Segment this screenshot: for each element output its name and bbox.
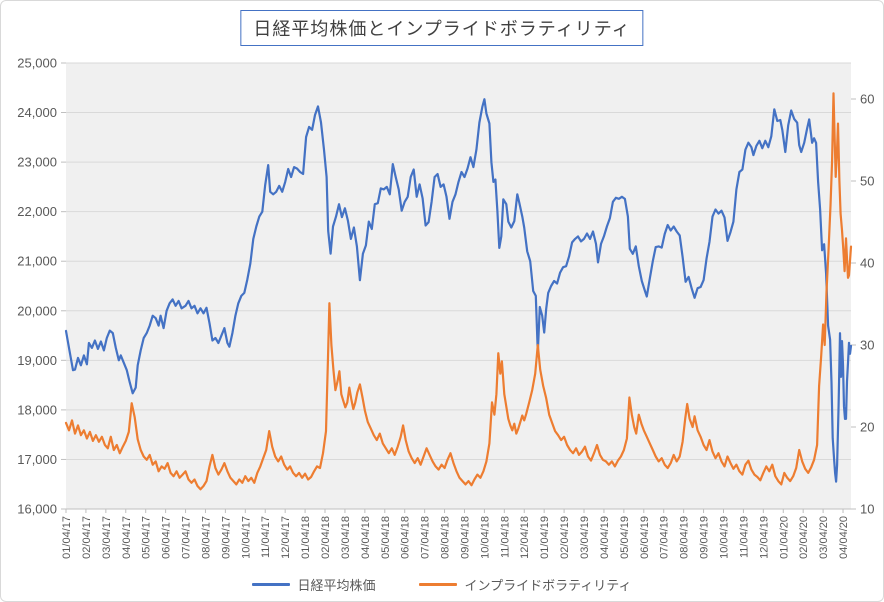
svg-text:04/04/17: 04/04/17 — [121, 516, 133, 559]
svg-text:18,000: 18,000 — [17, 402, 57, 417]
series-line-implied-volatility — [64, 92, 853, 491]
svg-text:04/04/19: 04/04/19 — [599, 516, 611, 559]
svg-text:05/04/19: 05/04/19 — [619, 516, 631, 559]
svg-text:02/04/19: 02/04/19 — [559, 516, 571, 559]
svg-text:04/04/20: 04/04/20 — [838, 516, 850, 559]
svg-text:11/04/17: 11/04/17 — [260, 516, 272, 558]
svg-text:07/04/17: 07/04/17 — [181, 516, 193, 559]
legend: 日経平均株価 インプライドボラティリティ — [1, 575, 883, 594]
svg-text:04/04/18: 04/04/18 — [360, 516, 372, 559]
svg-text:02/04/18: 02/04/18 — [320, 516, 332, 559]
svg-text:30: 30 — [860, 338, 874, 353]
legend-item-nikkei: 日経平均株価 — [252, 575, 375, 594]
svg-text:22,000: 22,000 — [17, 204, 57, 219]
svg-text:06/04/19: 06/04/19 — [639, 516, 651, 559]
series-line-nikkei — [64, 98, 853, 483]
svg-text:06/04/17: 06/04/17 — [161, 516, 173, 559]
svg-text:10/04/19: 10/04/19 — [718, 516, 730, 559]
svg-text:50: 50 — [860, 174, 874, 189]
svg-text:08/04/17: 08/04/17 — [200, 516, 212, 559]
svg-text:60: 60 — [860, 92, 874, 107]
legend-line-sample-orange — [419, 583, 458, 586]
svg-text:08/04/18: 08/04/18 — [440, 516, 452, 559]
svg-text:11/04/18: 11/04/18 — [499, 516, 511, 558]
svg-text:09/04/18: 09/04/18 — [459, 516, 471, 559]
svg-text:01/04/19: 01/04/19 — [539, 516, 551, 559]
svg-text:20: 20 — [860, 420, 874, 435]
svg-text:10/04/17: 10/04/17 — [240, 516, 252, 559]
svg-text:12/04/17: 12/04/17 — [280, 516, 292, 559]
svg-text:25,000: 25,000 — [17, 56, 57, 71]
svg-text:03/04/20: 03/04/20 — [818, 516, 830, 559]
x-axis-labels: 01/04/17 02/04/17 03/04/17 04/04/17 05/04/17… — [61, 516, 850, 559]
svg-text:10: 10 — [860, 502, 874, 517]
svg-text:01/04/17: 01/04/17 — [61, 516, 73, 559]
svg-text:03/04/17: 03/04/17 — [101, 516, 113, 559]
y-axis-right-labels: 60 50 40 30 20 10 — [860, 92, 874, 517]
plot-background — [66, 63, 851, 509]
svg-text:10/04/18: 10/04/18 — [479, 516, 491, 559]
svg-text:05/04/18: 05/04/18 — [380, 516, 392, 559]
legend-label-nikkei: 日経平均株価 — [297, 578, 376, 593]
svg-text:06/04/18: 06/04/18 — [400, 516, 412, 559]
svg-text:40: 40 — [860, 256, 874, 271]
svg-text:16,000: 16,000 — [17, 502, 57, 517]
axis-lines-ticks — [61, 62, 856, 513]
svg-text:07/04/19: 07/04/19 — [659, 516, 671, 559]
svg-text:11/04/19: 11/04/19 — [738, 516, 750, 558]
svg-text:09/04/19: 09/04/19 — [699, 516, 711, 559]
svg-text:05/04/17: 05/04/17 — [141, 516, 153, 559]
svg-text:17,000: 17,000 — [17, 452, 57, 467]
svg-text:12/04/18: 12/04/18 — [519, 516, 531, 559]
y-axis-left-labels: 25,000 24,000 23,000 22,000 21,000 20,000 19,0… — [17, 56, 57, 517]
svg-text:03/04/18: 03/04/18 — [340, 516, 352, 559]
chart-title: 日経平均株価とインプライドボラティリティ — [240, 10, 644, 46]
svg-text:24,000: 24,000 — [17, 105, 57, 120]
svg-text:12/04/19: 12/04/19 — [758, 516, 770, 559]
legend-label-implied-volatility: インプライドボラティリティ — [464, 578, 632, 593]
svg-text:02/04/17: 02/04/17 — [81, 516, 93, 559]
svg-text:02/04/20: 02/04/20 — [798, 516, 810, 559]
svg-text:23,000: 23,000 — [17, 155, 57, 170]
svg-text:20,000: 20,000 — [17, 303, 57, 318]
svg-text:01/04/18: 01/04/18 — [300, 516, 312, 559]
svg-text:09/04/17: 09/04/17 — [220, 516, 232, 559]
legend-line-sample-blue — [252, 583, 291, 586]
svg-text:03/04/19: 03/04/19 — [579, 516, 591, 559]
svg-text:08/04/19: 08/04/19 — [679, 516, 691, 559]
legend-item-implied-volatility: インプライドボラティリティ — [419, 575, 632, 594]
svg-text:21,000: 21,000 — [17, 254, 57, 269]
svg-text:01/04/20: 01/04/20 — [778, 516, 790, 559]
svg-text:07/04/18: 07/04/18 — [420, 516, 432, 559]
svg-text:19,000: 19,000 — [17, 353, 57, 368]
